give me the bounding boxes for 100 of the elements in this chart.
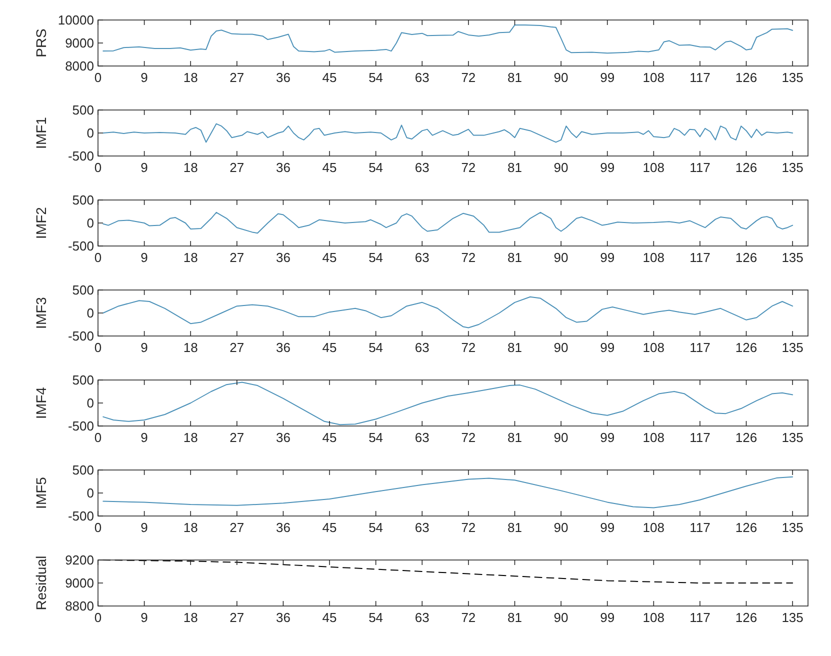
x-tick-label: 90 — [554, 430, 568, 445]
y-tick-label: 0 — [86, 396, 94, 410]
line-series — [102, 212, 794, 234]
x-tick-label: 54 — [368, 160, 384, 175]
x-tick-label: 117 — [690, 250, 710, 265]
x-tick-label: 63 — [414, 160, 430, 175]
x-tick-label: 45 — [322, 520, 337, 535]
x-tick-label: 18 — [183, 520, 198, 535]
x-tick-label: 9 — [140, 430, 148, 445]
x-tick-label: 90 — [554, 70, 568, 85]
x-tick-label: 72 — [461, 340, 476, 355]
y-tick-label: 500 — [72, 282, 94, 298]
x-tick-label: 126 — [735, 520, 758, 535]
y-tick-label: 9000 — [65, 36, 94, 50]
x-tick-label: 126 — [735, 430, 758, 445]
y-axis-title: IMF5 — [33, 476, 49, 509]
x-tick-label: 54 — [368, 430, 384, 445]
line-series — [102, 24, 794, 54]
x-tick-label: 54 — [368, 610, 384, 625]
x-tick-label: 72 — [461, 430, 476, 445]
x-tick-label: 90 — [554, 160, 568, 175]
x-tick-label: 135 — [782, 250, 804, 265]
y-tick-label: 0 — [86, 216, 94, 230]
x-tick-label: 126 — [735, 340, 758, 355]
x-tick-label: 81 — [508, 430, 522, 445]
x-tick-label: 117 — [690, 340, 710, 355]
line-series — [102, 382, 794, 426]
y-tick-label: 500 — [72, 372, 94, 388]
x-tick-label: 126 — [735, 610, 758, 625]
line-series — [102, 476, 794, 508]
x-tick-label: 81 — [508, 160, 522, 175]
x-tick-label: 90 — [554, 520, 568, 535]
x-tick-label: 117 — [690, 160, 710, 175]
x-tick-label: 90 — [554, 250, 568, 265]
x-tick-label: 36 — [276, 340, 290, 355]
x-tick-label: 63 — [414, 340, 430, 355]
x-tick-label: 45 — [322, 340, 337, 355]
x-tick-label: 126 — [735, 70, 758, 85]
x-tick-label: 45 — [322, 160, 337, 175]
x-tick-label: 108 — [642, 160, 665, 175]
x-tick-label: 54 — [368, 70, 384, 85]
x-tick-label: 9 — [140, 70, 148, 85]
y-tick-label: -500 — [68, 238, 94, 254]
x-tick-label: 117 — [690, 520, 710, 535]
x-tick-label: 135 — [782, 70, 804, 85]
x-tick-label: 135 — [782, 160, 804, 175]
x-tick-label: 54 — [368, 520, 384, 535]
y-tick-label: 500 — [72, 102, 94, 118]
x-tick-label: 27 — [230, 520, 244, 535]
y-axis-title: Residual — [33, 556, 49, 610]
x-tick-label: 99 — [600, 430, 615, 445]
y-axis-title: PRS — [33, 28, 49, 58]
x-tick-label: 54 — [368, 340, 384, 355]
x-tick-label: 18 — [183, 430, 198, 445]
x-tick-label: 90 — [554, 340, 568, 355]
y-axis-title: IMF3 — [33, 296, 49, 329]
y-tick-label: 10000 — [58, 12, 94, 28]
x-tick-label: 63 — [414, 70, 430, 85]
x-tick-label: 63 — [414, 610, 430, 625]
x-tick-label: 108 — [642, 430, 665, 445]
y-tick-label: 9200 — [65, 552, 94, 568]
x-tick-label: 81 — [508, 250, 522, 265]
x-tick-label: 27 — [230, 340, 244, 355]
x-tick-label: 27 — [230, 610, 244, 625]
y-axis-title: IMF1 — [33, 116, 49, 149]
x-tick-label: 9 — [140, 160, 148, 175]
x-tick-label: 90 — [554, 610, 568, 625]
x-tick-label: 18 — [183, 340, 198, 355]
x-tick-label: 63 — [414, 430, 430, 445]
x-tick-label: 99 — [600, 340, 615, 355]
y-tick-label: -500 — [68, 148, 94, 164]
x-tick-label: 45 — [322, 430, 337, 445]
x-tick-label: 18 — [183, 610, 198, 625]
x-tick-label: 9 — [140, 340, 148, 355]
line-series — [102, 296, 794, 328]
x-tick-label: 36 — [276, 430, 290, 445]
x-tick-label: 99 — [600, 520, 615, 535]
x-tick-label: 36 — [276, 160, 290, 175]
y-tick-label: 500 — [72, 462, 94, 478]
x-tick-label: 135 — [782, 430, 804, 445]
x-tick-label: 54 — [368, 250, 384, 265]
x-tick-label: 72 — [461, 70, 476, 85]
x-tick-label: 135 — [782, 340, 804, 355]
x-tick-label: 63 — [414, 250, 430, 265]
x-tick-label: 81 — [508, 340, 522, 355]
x-tick-label: 81 — [508, 610, 522, 625]
x-tick-label: 36 — [276, 520, 290, 535]
x-tick-label: 27 — [230, 430, 244, 445]
y-axis-title: IMF2 — [33, 206, 49, 239]
x-tick-label: 108 — [642, 250, 665, 265]
y-tick-label: 8000 — [65, 58, 94, 74]
y-tick-label: -500 — [68, 418, 94, 434]
y-tick-label: 0 — [86, 306, 94, 320]
x-tick-label: 117 — [690, 70, 710, 85]
x-tick-label: 18 — [183, 160, 198, 175]
x-tick-label: 45 — [322, 250, 337, 265]
x-tick-label: 117 — [690, 610, 710, 625]
x-tick-label: 36 — [276, 610, 290, 625]
x-tick-label: 9 — [140, 610, 148, 625]
x-tick-label: 27 — [230, 250, 244, 265]
